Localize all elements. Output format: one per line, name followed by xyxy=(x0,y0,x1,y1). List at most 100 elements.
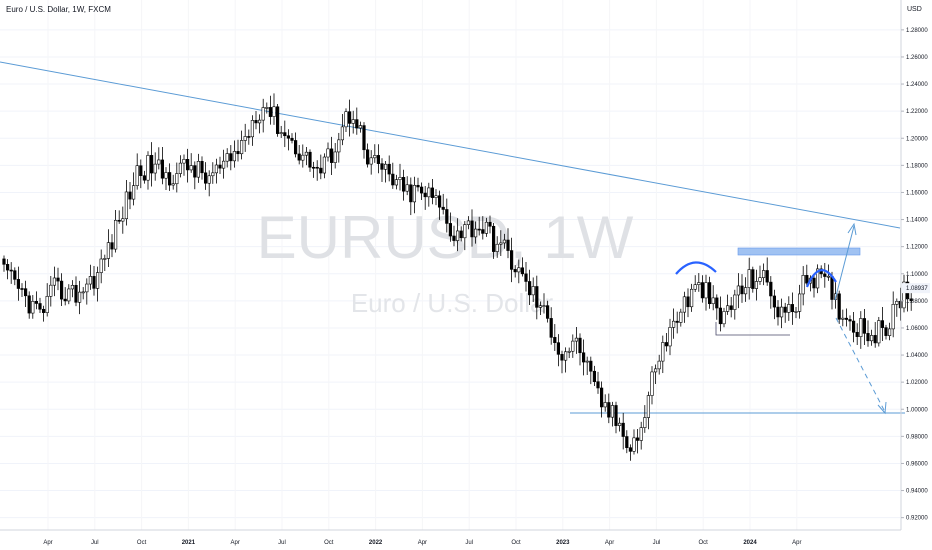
candle xyxy=(279,125,283,138)
candle-body xyxy=(488,221,492,227)
price-tick-label: 1.28000 xyxy=(906,28,928,34)
candle xyxy=(470,209,474,247)
candle-body xyxy=(607,402,611,418)
price-axis[interactable]: 1.28000 1.26000 1.24000 1.22000 1.20000 1.180… xyxy=(900,0,928,530)
candle xyxy=(232,140,237,168)
candle-body xyxy=(679,311,683,323)
candle-body xyxy=(463,224,467,239)
candle-body xyxy=(9,269,13,272)
candle-body xyxy=(124,191,128,220)
candle-body xyxy=(823,273,827,277)
candle-body xyxy=(787,304,791,313)
candle-body xyxy=(27,295,31,314)
candle xyxy=(664,333,668,352)
candle xyxy=(484,217,489,237)
candle xyxy=(171,174,175,190)
candle xyxy=(632,429,636,455)
candle xyxy=(380,158,384,183)
price-tick-label: 0.96000 xyxy=(906,461,928,467)
candle xyxy=(27,291,31,319)
candle xyxy=(801,266,805,306)
candle-body xyxy=(455,230,460,241)
candle xyxy=(394,174,399,190)
candle xyxy=(761,263,766,286)
candle-body xyxy=(689,288,694,308)
candle-body xyxy=(434,195,438,198)
candle-body xyxy=(477,228,481,231)
candle-body xyxy=(783,306,787,313)
candle-body xyxy=(740,285,744,295)
candle xyxy=(556,334,560,367)
time-tick-label: Jul xyxy=(653,540,661,546)
candle xyxy=(488,215,492,234)
candle-body xyxy=(200,161,204,174)
candle xyxy=(603,394,607,412)
candle xyxy=(787,296,791,321)
candle xyxy=(347,99,352,137)
candle-body xyxy=(754,281,758,289)
candle xyxy=(754,269,758,301)
candle-body xyxy=(103,258,107,260)
candle-body xyxy=(801,275,805,295)
candle-body xyxy=(848,319,852,322)
candle xyxy=(146,151,150,190)
candle xyxy=(704,274,708,311)
candle-body xyxy=(769,281,773,297)
candle-body xyxy=(747,269,751,288)
candle-body xyxy=(743,287,748,295)
watermark-name: Euro / U.S. Dollar xyxy=(351,288,554,318)
candle xyxy=(160,147,165,185)
candle xyxy=(391,162,395,189)
candle xyxy=(574,326,578,354)
candle-body xyxy=(851,320,856,333)
candle xyxy=(92,266,96,296)
candle xyxy=(41,305,46,322)
candle-body xyxy=(315,166,319,169)
annotation-layer-back xyxy=(0,61,905,414)
price-tick-label: 1.14000 xyxy=(906,218,928,224)
candle xyxy=(527,269,532,305)
candle xyxy=(254,110,258,130)
candle xyxy=(743,277,748,302)
candle xyxy=(812,274,816,298)
candle-body xyxy=(88,276,92,285)
candle xyxy=(135,153,139,190)
candle xyxy=(905,275,910,312)
price-tick-label: 1.24000 xyxy=(906,82,928,88)
candle xyxy=(132,172,136,206)
candle-body xyxy=(132,185,136,200)
candle xyxy=(567,347,571,359)
time-axis[interactable]: Apr Jul Oct 2021 Apr Jul Oct 2022 Apr Jul Oct 2023 A… xyxy=(0,529,901,546)
candle xyxy=(283,120,287,148)
candle xyxy=(535,275,539,320)
candle xyxy=(491,223,496,259)
candle xyxy=(106,229,110,268)
candle xyxy=(733,289,737,320)
candle xyxy=(592,365,596,386)
candle xyxy=(430,178,435,205)
candle-body xyxy=(178,162,183,174)
candle-body xyxy=(873,335,877,344)
candle xyxy=(643,405,647,433)
candle-body xyxy=(758,277,762,282)
candle-body xyxy=(902,281,906,309)
candle-body xyxy=(895,300,899,305)
price-tick-label: 1.08000 xyxy=(906,299,928,305)
candle-body xyxy=(729,305,733,310)
candle xyxy=(362,122,366,159)
candle-body xyxy=(707,282,712,305)
candle xyxy=(873,322,877,348)
candle xyxy=(653,364,658,384)
candle xyxy=(790,292,794,325)
candle-body xyxy=(250,120,255,138)
candle-body xyxy=(891,304,895,330)
candle xyxy=(153,152,157,181)
candle xyxy=(419,182,424,201)
candle xyxy=(74,276,78,307)
candle xyxy=(596,371,600,394)
candle xyxy=(34,291,38,310)
candle-body xyxy=(214,164,219,174)
candle xyxy=(67,284,71,305)
candle-body xyxy=(376,155,381,164)
